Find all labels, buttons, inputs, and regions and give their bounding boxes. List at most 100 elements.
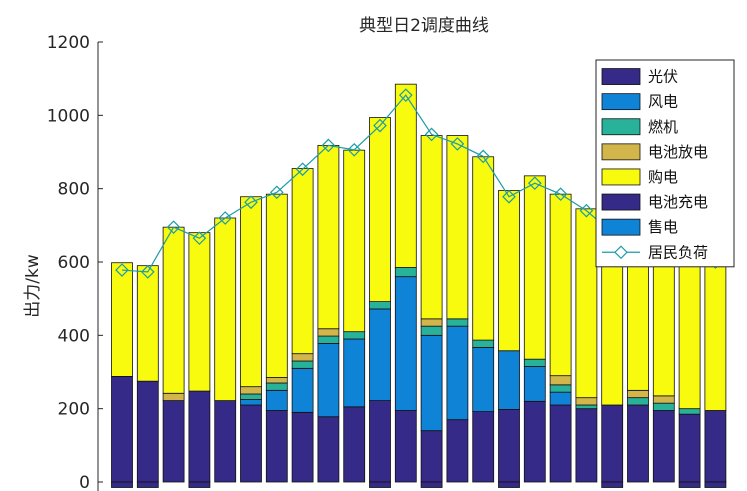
load-point-7 [269, 185, 284, 200]
bar-s4-1 [111, 262, 133, 377]
bar-s0-3 [162, 400, 185, 483]
bar-s2-13 [420, 325, 443, 336]
bar-s4-18 [549, 193, 572, 377]
bar-s1-18 [549, 391, 572, 406]
bar-s3-19 [575, 397, 598, 406]
bar-s3-13 [420, 318, 443, 327]
legend-swatch-6 [601, 218, 641, 236]
legend-marker-7 [614, 245, 628, 260]
bar-s3-6 [240, 386, 262, 395]
legend-swatch-5 [601, 193, 641, 211]
legend-label-2: 燃机 [648, 118, 678, 136]
bar-s0-13 [420, 430, 443, 483]
bar-s4-4 [188, 232, 211, 392]
load-point-17 [527, 176, 542, 191]
y-axis-label: 出力/kw [23, 254, 43, 318]
bar-s2-21 [627, 397, 649, 406]
load-point-12 [398, 88, 413, 103]
bar-s1-15 [472, 347, 495, 412]
bar-s1-8 [291, 367, 314, 413]
bar-s5-1 [111, 481, 133, 488]
load-point-8 [295, 162, 310, 177]
chart-title: 典型日2调度曲线 [359, 16, 489, 36]
bar-s4-24 [704, 254, 727, 411]
legend-swatch-0 [601, 68, 641, 85]
bar-s1-7 [265, 389, 288, 411]
bar-s0-8 [291, 411, 314, 483]
bar-s4-15 [472, 156, 495, 341]
bar-s3-7 [265, 377, 288, 384]
bar-s4-20 [601, 243, 624, 406]
bar-s2-6 [240, 393, 262, 400]
bar-s0-15 [472, 411, 495, 483]
bar-s4-8 [291, 168, 314, 355]
bar-s1-13 [420, 334, 443, 432]
bar-s4-16 [498, 190, 520, 352]
load-point-19 [579, 203, 594, 218]
legend-label-4: 购电 [648, 168, 678, 186]
bar-s4-19 [575, 208, 598, 399]
bar-s0-22 [652, 410, 675, 483]
bar-s2-9 [317, 335, 340, 344]
load-point-10 [347, 142, 362, 157]
bar-s2-18 [549, 384, 572, 393]
bar-s2-7 [265, 382, 288, 391]
bar-s0-24 [704, 410, 727, 483]
legend-swatch-4 [601, 168, 641, 186]
bar-s1-17 [523, 366, 546, 402]
bar-s0-12 [394, 410, 417, 483]
bar-s2-17 [523, 358, 546, 367]
bar-s4-6 [240, 196, 262, 388]
legend-swatch-3 [601, 143, 641, 161]
bar-s0-16 [498, 408, 520, 483]
bar-s1-6 [240, 399, 262, 406]
bar-s0-20 [601, 404, 624, 483]
legend-label-0: 光伏 [648, 68, 678, 86]
legend-swatch-1 [601, 93, 641, 111]
bar-s0-11 [369, 400, 391, 483]
load-point-1 [115, 263, 129, 277]
bar-s2-11 [369, 301, 391, 310]
bar-s1-16 [498, 350, 520, 410]
bar-s0-14 [446, 419, 469, 483]
load-point-13 [424, 127, 439, 142]
bar-s2-22 [652, 402, 675, 411]
load-point-4 [192, 231, 207, 246]
load-point-14 [450, 137, 465, 151]
bar-s5-13 [420, 481, 443, 488]
load-point-2 [140, 265, 155, 279]
y-tick-label-1: 200 [58, 400, 90, 420]
legend-label-5: 电池充电 [648, 193, 708, 211]
bar-s5-16 [498, 481, 520, 488]
bar-s0-9 [317, 416, 340, 483]
bar-s4-14 [446, 135, 469, 320]
load-point-16 [502, 189, 516, 204]
bar-s4-2 [136, 265, 159, 382]
bar-s3-22 [652, 395, 675, 404]
bar-s4-10 [343, 149, 366, 333]
bar-s5-20 [601, 481, 624, 488]
bar-s4-9 [317, 144, 340, 330]
load-point-9 [321, 138, 336, 153]
bar-s0-10 [343, 406, 366, 483]
bar-s5-2 [136, 481, 159, 488]
bar-s0-21 [627, 404, 649, 483]
legend-swatch-2 [601, 118, 641, 136]
bar-s5-11 [369, 481, 391, 488]
bar-s4-13 [420, 135, 443, 320]
bar-s0-7 [265, 410, 288, 483]
bar-s0-2 [136, 380, 159, 483]
bar-s2-19 [575, 404, 598, 410]
bar-s0-5 [214, 400, 237, 483]
bar-s4-23 [678, 248, 701, 410]
bar-s3-9 [317, 328, 340, 337]
bar-s2-12 [394, 267, 417, 278]
bar-s5-23 [678, 481, 701, 488]
bar-s4-17 [523, 175, 546, 360]
bar-s1-11 [369, 308, 391, 401]
bar-s0-6 [240, 404, 262, 483]
y-tick-label-4: 800 [58, 180, 90, 200]
bar-s3-21 [627, 389, 649, 399]
